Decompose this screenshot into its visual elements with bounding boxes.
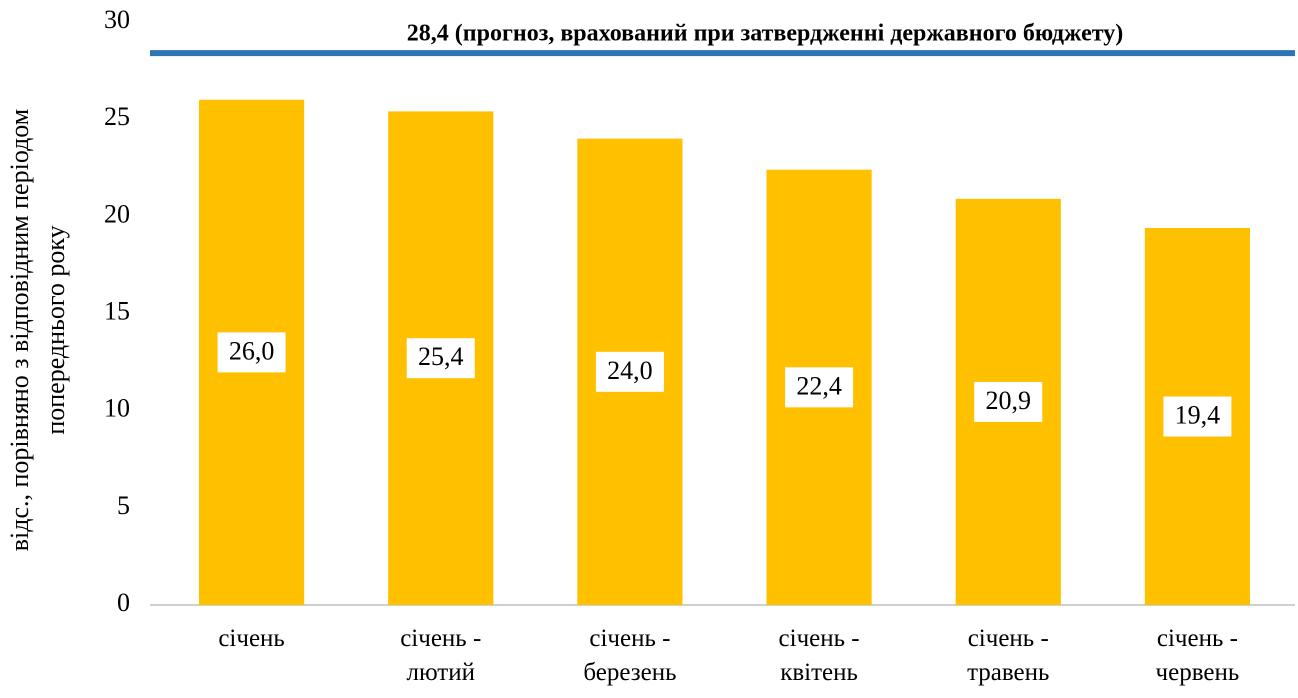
y-tick-label: 15 bbox=[104, 296, 130, 325]
value-label-box bbox=[595, 351, 664, 392]
value-label: 24,0 bbox=[607, 356, 653, 385]
value-label: 25,4 bbox=[418, 342, 464, 371]
y-tick-label: 0 bbox=[117, 588, 130, 617]
x-tick-label: січень - березень bbox=[583, 625, 677, 686]
value-label-box bbox=[974, 381, 1043, 422]
x-tick-label: січень - лютий bbox=[400, 625, 482, 686]
x-tick-label: січень - червень bbox=[1155, 625, 1240, 686]
value-label-box bbox=[406, 338, 475, 379]
value-label: 26,0 bbox=[229, 336, 275, 365]
y-tick-label: 5 bbox=[117, 491, 130, 520]
y-axis-label: попереднього року bbox=[41, 225, 70, 434]
value-label: 22,4 bbox=[796, 371, 842, 400]
y-tick-label: 30 bbox=[104, 5, 130, 34]
reference-label: 28,4 (прогноз, врахований при затверджен… bbox=[407, 21, 1123, 47]
x-tick-label: січень - квітень bbox=[778, 625, 860, 686]
x-tick-label: січень - травень bbox=[967, 625, 1050, 686]
y-tick-label: 10 bbox=[104, 394, 130, 423]
y-tick-label: 20 bbox=[104, 199, 130, 228]
value-label-box bbox=[785, 367, 854, 408]
x-tick-label: січень bbox=[218, 625, 285, 652]
value-label-box bbox=[217, 332, 286, 373]
value-label: 20,9 bbox=[986, 386, 1032, 415]
value-label-box bbox=[1163, 396, 1232, 437]
value-label: 19,4 bbox=[1175, 400, 1221, 429]
y-axis-label: відс., порівняно з відповідним періодом bbox=[5, 109, 34, 552]
y-tick-label: 25 bbox=[104, 102, 130, 131]
